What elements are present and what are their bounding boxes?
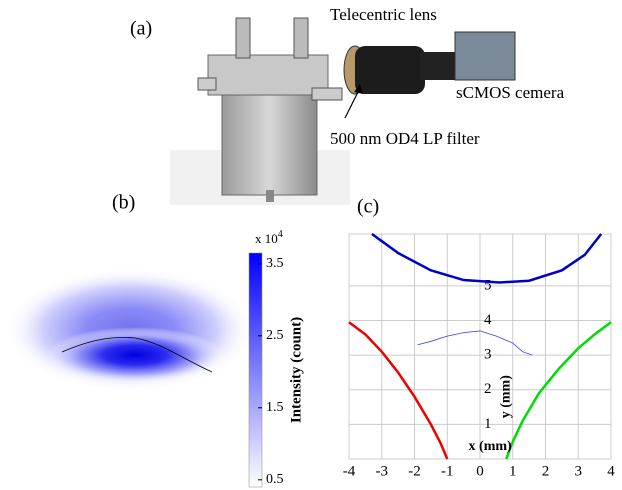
curve bbox=[348, 321, 449, 460]
colorbar-tick-label: 1.5 bbox=[266, 400, 284, 415]
colorbar-scale: x 104 bbox=[255, 229, 283, 246]
curve bbox=[371, 232, 603, 284]
x-tick-label: -1 bbox=[441, 463, 454, 479]
colorbar-label: Intensity (count) bbox=[288, 317, 304, 423]
y-tick-label: 3 bbox=[484, 347, 492, 363]
panel-label: (a) bbox=[130, 18, 152, 40]
curve bbox=[505, 321, 612, 460]
x-tick-label: -4 bbox=[343, 463, 356, 479]
x-tick-label: 3 bbox=[575, 463, 583, 479]
camera-label: sCMOS cemera bbox=[456, 83, 565, 102]
y-tick-label: 1 bbox=[484, 416, 492, 432]
pointer-arrow bbox=[344, 87, 361, 119]
y-tick-label: 2 bbox=[484, 381, 492, 397]
x-tick-label: 2 bbox=[542, 463, 550, 479]
x-tick-label: 1 bbox=[509, 463, 517, 479]
x-axis-label: x (mm) bbox=[469, 439, 512, 454]
x-tick-label: 0 bbox=[476, 463, 484, 479]
arrow-head bbox=[354, 84, 363, 94]
apparatus-photo bbox=[170, 17, 516, 205]
colorbar bbox=[248, 252, 263, 488]
y-tick-label: 5 bbox=[484, 277, 492, 293]
x-tick-label: 4 bbox=[607, 463, 615, 479]
scale-text: x 10 bbox=[255, 231, 278, 246]
x-tick-label: -3 bbox=[376, 463, 389, 479]
y-axis-label: y (mm) bbox=[498, 375, 513, 418]
panel-label: (b) bbox=[112, 192, 135, 214]
panel-label: (c) bbox=[357, 196, 379, 218]
x-tick-label: -2 bbox=[408, 463, 421, 479]
colorbar-tick-label: 3.5 bbox=[266, 256, 284, 271]
lens-label: Telecentric lens bbox=[330, 5, 437, 24]
y-tick-label: 4 bbox=[484, 312, 492, 328]
colorbar-tick-label: 0.5 bbox=[266, 472, 284, 487]
scale-exponent: 4 bbox=[278, 229, 283, 240]
heatmap-image bbox=[5, 268, 255, 392]
colorbar-tick-label: 2.5 bbox=[266, 328, 284, 343]
curve bbox=[417, 330, 533, 356]
filter-label: 500 nm OD4 LP filter bbox=[330, 129, 480, 148]
